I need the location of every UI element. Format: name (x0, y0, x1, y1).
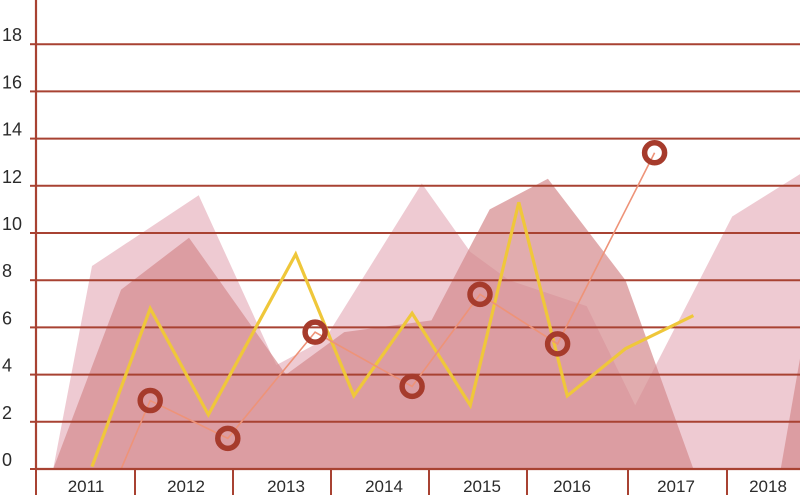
data-point-marker (215, 425, 241, 452)
x-tick-label: 2012 (167, 477, 205, 495)
data-point-marker (137, 387, 163, 414)
x-tick-label: 2014 (365, 477, 403, 495)
marker-line-series (120, 152, 656, 470)
data-point-marker (467, 281, 493, 308)
y-tick-label: 2 (2, 403, 12, 423)
axes (30, 0, 800, 495)
y-tick-label: 10 (2, 214, 22, 234)
x-tick-label: 2011 (68, 477, 105, 495)
area-series-2 (53, 178, 800, 469)
data-point-marker (544, 331, 571, 357)
y-tick-label: 0 (2, 450, 12, 470)
y-tick-label: 18 (2, 25, 22, 45)
y-tick-label: 6 (2, 308, 12, 328)
x-tick-label: 2013 (267, 477, 305, 495)
x-tick-label: 2015 (463, 477, 501, 495)
x-tick-label: 2018 (749, 477, 787, 495)
data-point-marker (302, 319, 328, 345)
x-tick-label: 2016 (553, 477, 591, 495)
y-tick-label: 12 (2, 167, 22, 187)
y-tick-label: 14 (2, 120, 22, 140)
line-series-group (90, 140, 695, 470)
yellow-line-series (90, 201, 695, 468)
y-tick-label: 8 (2, 261, 12, 281)
y-tick-label: 16 (2, 72, 22, 92)
y-tick-label: 4 (2, 356, 12, 376)
data-point-marker (641, 140, 668, 166)
y-tick-labels: 0 2 4 6 8 10 12 14 16 18 (2, 25, 22, 470)
x-tick-labels: 2011 2012 2013 2014 2015 2016 2017 2018 (68, 477, 787, 495)
gridlines (36, 43, 800, 423)
x-tick-label: 2017 (657, 477, 695, 495)
area-series-group (53, 174, 800, 469)
data-point-marker (399, 373, 425, 400)
